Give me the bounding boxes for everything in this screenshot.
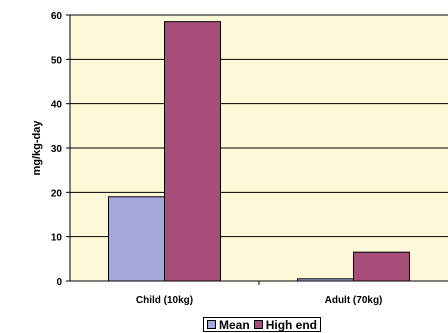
legend-label: Mean <box>219 317 250 332</box>
legend-label: High end <box>265 317 318 332</box>
bar-high-end-0 <box>164 21 221 282</box>
legend-swatch <box>253 320 263 329</box>
y-tick-label: 50 <box>51 55 63 66</box>
legend-entry: Mean <box>207 318 250 332</box>
y-axis-title: mg/kg-day <box>31 120 43 176</box>
legend-entry: High end <box>253 317 318 332</box>
y-tick-label: 10 <box>51 233 63 244</box>
x-category-label: Adult (70kg) <box>325 295 383 306</box>
x-ticks: Child (10kg) Adult (70kg) <box>136 281 383 306</box>
bar-mean-0 <box>108 196 165 282</box>
y-tick-label: 20 <box>51 188 63 199</box>
legend-swatch <box>207 320 216 329</box>
y-tick-label: 30 <box>51 144 63 155</box>
x-category-label: Child (10kg) <box>136 295 193 306</box>
bar-high-end-1 <box>353 251 410 282</box>
bars <box>108 21 410 282</box>
y-tick-label: 40 <box>51 100 63 111</box>
y-ticks: 0 10 20 30 40 50 60 <box>51 11 70 288</box>
y-tick-label: 60 <box>51 11 63 22</box>
legend: Mean High end <box>203 317 322 332</box>
y-tick-label: 0 <box>56 277 62 288</box>
